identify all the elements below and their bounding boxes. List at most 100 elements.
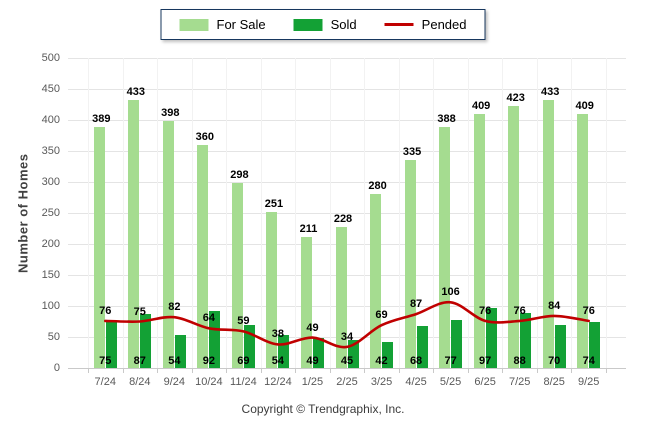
x-axis-label: 8/24: [129, 376, 151, 388]
gridline-horizontal: [68, 244, 626, 245]
gridline-vertical: [536, 58, 538, 368]
sold-value-label: 69: [237, 355, 250, 367]
x-axis-tick-mark: [191, 369, 193, 373]
bar-for-sale[interactable]: [542, 99, 554, 368]
bar-sold[interactable]: [451, 320, 463, 368]
pended-value-label: 59: [237, 315, 250, 328]
x-axis-tick-mark: [433, 369, 435, 373]
bar-sold[interactable]: [520, 313, 532, 368]
for-sale-value-label: 409: [575, 100, 594, 113]
for-sale-value-label: 280: [368, 180, 387, 193]
pended-value-label: 38: [271, 328, 285, 341]
gridline-vertical: [295, 58, 297, 368]
x-axis-tick-mark: [226, 369, 228, 373]
bar-for-sale[interactable]: [93, 126, 105, 368]
for-sale-value-label: 335: [402, 146, 422, 159]
x-axis-tick-mark: [606, 369, 607, 373]
gridline-horizontal: [68, 275, 626, 276]
for-sale-value-label: 389: [92, 112, 111, 125]
bar-sold[interactable]: [278, 334, 290, 368]
legend-item-for-sale[interactable]: For Sale: [179, 17, 266, 32]
bar-sold[interactable]: [382, 341, 394, 368]
bar-for-sale[interactable]: [197, 144, 209, 368]
bar-sold[interactable]: [105, 321, 117, 368]
pended-value-label: 76: [582, 304, 595, 317]
y-axis-tick-label: 0: [53, 362, 60, 374]
pended-value-label: 106: [441, 286, 460, 299]
bar-for-sale[interactable]: [231, 183, 243, 368]
gridline-vertical: [433, 58, 435, 368]
pended-value-label: 34: [340, 330, 354, 343]
for-sale-swatch-icon: [179, 18, 209, 31]
x-axis-tick-mark: [88, 369, 89, 373]
for-sale-value-label: 251: [264, 198, 284, 211]
bar-for-sale[interactable]: [335, 226, 347, 368]
y-axis-tick-label: 350: [41, 145, 60, 157]
legend-item-sold[interactable]: Sold: [293, 17, 357, 32]
bar-for-sale[interactable]: [370, 194, 382, 368]
bar-sold[interactable]: [140, 314, 152, 368]
sold-value-label: 49: [306, 355, 319, 367]
x-axis-label: 1/25: [301, 376, 324, 388]
x-axis-tick-mark: [502, 369, 504, 373]
bar-for-sale[interactable]: [404, 160, 416, 368]
x-axis-tick-mark: [467, 369, 469, 373]
sold-value-label: 54: [271, 355, 285, 367]
gridline-vertical: [226, 58, 228, 368]
sold-value-label: 97: [479, 355, 492, 367]
sold-value-label: 70: [548, 355, 561, 367]
bar-sold[interactable]: [416, 325, 428, 368]
sold-value-label: 45: [340, 355, 354, 367]
y-axis-tick-label: 200: [41, 238, 60, 250]
bar-sold[interactable]: [312, 337, 324, 368]
x-axis-tick-mark: [260, 369, 262, 373]
for-sale-value-label: 409: [471, 100, 491, 113]
gridline-horizontal: [68, 58, 626, 59]
x-axis-label: 7/25: [508, 376, 531, 388]
gridline-horizontal: [68, 89, 626, 90]
x-axis-label: 5/25: [439, 376, 462, 388]
bar-for-sale[interactable]: [162, 121, 174, 368]
for-sale-value-label: 398: [161, 107, 180, 120]
for-sale-value-label: 388: [437, 113, 456, 126]
bar-for-sale[interactable]: [473, 114, 485, 368]
bar-sold[interactable]: [589, 322, 601, 368]
bar-sold[interactable]: [243, 325, 255, 368]
pended-value-label: 75: [133, 305, 146, 318]
sold-swatch-icon: [293, 18, 323, 31]
y-axis-tick-label: 400: [41, 114, 60, 126]
x-axis-tick-mark: [295, 369, 297, 373]
x-axis-label: 10/24: [195, 376, 223, 388]
bar-sold[interactable]: [554, 324, 566, 368]
pended-value-label: 76: [479, 304, 492, 317]
sold-value-label: 87: [133, 355, 146, 367]
legend-label-for-sale: For Sale: [216, 17, 266, 32]
gridline-horizontal: [68, 306, 626, 307]
legend-label-sold: Sold: [330, 17, 357, 32]
bar-for-sale[interactable]: [439, 127, 451, 368]
bar-sold[interactable]: [347, 340, 359, 368]
bar-sold[interactable]: [174, 334, 186, 368]
bar-for-sale[interactable]: [128, 99, 140, 368]
plot-area: 389 76 75 7/24 433 75 87 8/24 398 82 54 9/24 360 64 92…: [68, 58, 626, 388]
legend: For Sale Sold Pended: [160, 9, 486, 40]
bar-for-sale[interactable]: [577, 114, 589, 368]
legend-item-pended[interactable]: Pended: [384, 17, 467, 32]
x-axis-tick-mark: [398, 369, 400, 373]
pended-value-label: 82: [168, 301, 181, 314]
bar-for-sale[interactable]: [266, 212, 278, 368]
x-axis-label: 6/25: [474, 376, 496, 388]
bar-sold[interactable]: [209, 310, 221, 368]
pended-value-label: 76: [99, 304, 112, 317]
bar-for-sale[interactable]: [508, 105, 520, 368]
x-axis-label: 11/24: [230, 376, 257, 388]
pended-line-path: [104, 300, 590, 349]
y-axis-tick-label: 450: [41, 83, 60, 95]
bar-sold[interactable]: [485, 307, 497, 368]
bar-for-sale[interactable]: [300, 237, 312, 368]
x-axis-label: 12/24: [264, 376, 292, 388]
sold-value-label: 92: [202, 355, 215, 367]
legend-label-pended: Pended: [421, 17, 467, 32]
gridline-horizontal: [68, 213, 626, 214]
